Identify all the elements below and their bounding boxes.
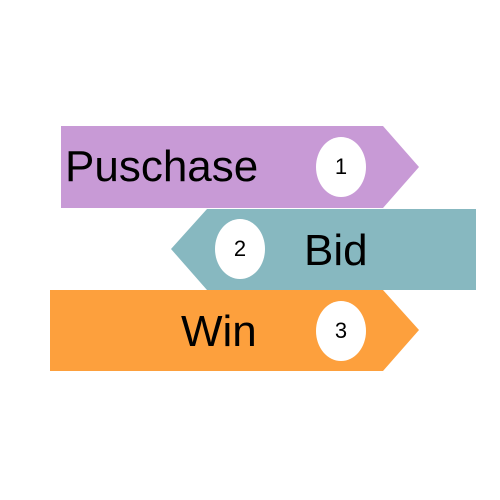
step-number-badge: 1 <box>316 137 366 197</box>
step-label: Win <box>181 307 257 356</box>
step-arrow-win: Win 3 <box>50 290 419 371</box>
step-arrow-bid: Bid 2 <box>171 209 476 290</box>
step-number-badge: 2 <box>215 219 265 279</box>
step-number-badge: 3 <box>316 301 366 361</box>
step-arrow-purchase: Puschase 1 <box>61 126 419 208</box>
step-label: Bid <box>304 226 368 275</box>
step-label: Puschase <box>65 142 259 191</box>
